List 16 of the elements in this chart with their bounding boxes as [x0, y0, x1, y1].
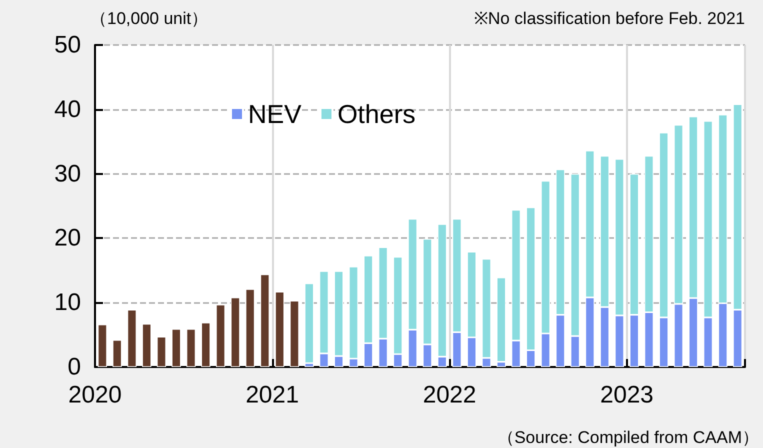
y-tick-label: 20 — [54, 224, 81, 252]
y-tick-label: 0 — [68, 354, 81, 380]
x-tick-label: 2021 — [246, 382, 299, 408]
y-tick-label: 10 — [54, 289, 81, 316]
x-tick-label: 2020 — [68, 382, 122, 408]
text: ※No classification before Feb. 2021 — [474, 9, 746, 28]
x-tick-label: 2023 — [600, 382, 654, 408]
y-axis-title: （10,000 unit） — [90, 9, 208, 28]
y-tick-label: 40 — [54, 96, 81, 123]
legend-label: Others — [337, 99, 416, 129]
legend-label: NEV — [248, 99, 302, 129]
bar — [304, 283, 314, 364]
y-tick-label: 50 — [54, 32, 81, 58]
x-tick-label: 2022 — [422, 382, 476, 408]
y-tick-label: 30 — [54, 160, 81, 188]
text: （Source: Compiled from CAAM） — [497, 428, 760, 447]
